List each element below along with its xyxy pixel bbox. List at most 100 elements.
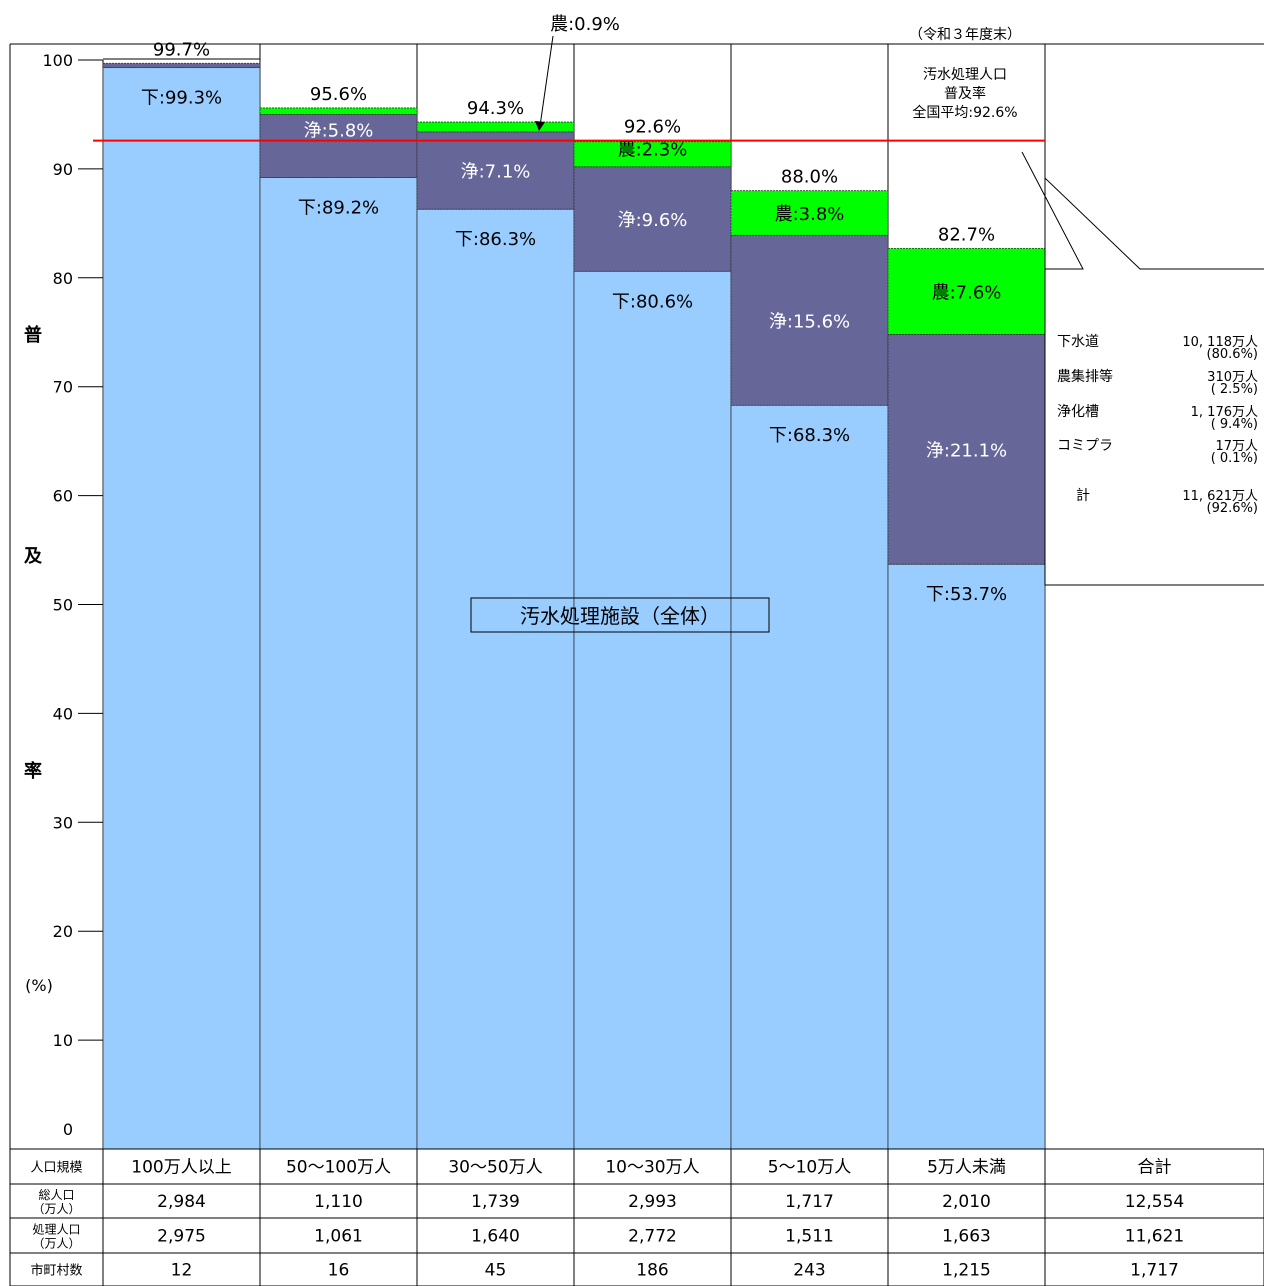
table-cell: 1,640 — [471, 1227, 520, 1247]
bar-segment — [259, 177, 418, 1150]
table-cell: 5～10万人 — [768, 1158, 851, 1178]
center-label: 汚水処理施設（全体） — [520, 604, 720, 628]
bar-total-label: 88.0% — [781, 167, 838, 188]
table-row-label-unit: （万人） — [32, 1202, 80, 1216]
summary-row-value: 17万人 — [1215, 439, 1258, 454]
bar-segment — [730, 404, 889, 1150]
bars — [102, 62, 1046, 1150]
table-cell: 2,010 — [942, 1192, 991, 1212]
y-tick-label: 100 — [42, 51, 73, 70]
segment-label: 農:2.3% — [618, 140, 688, 161]
summary-box: 下水道 10, 118万人(80.6%) 農集排等 310万人( 2.5%) 浄化槽 1,… — [1021, 151, 1264, 586]
table-cell: 2,975 — [157, 1227, 206, 1247]
table-row-label: 総人口 — [38, 1188, 74, 1202]
summary-row-pct: ( 0.1%) — [1211, 451, 1258, 466]
segment-label: 浄:5.8% — [304, 120, 374, 141]
center-label-box — [470, 597, 770, 633]
table-row-label: 処理人口 — [32, 1223, 80, 1237]
segment-label: 農:7.6% — [932, 282, 1002, 303]
bar-total-label: 92.6% — [624, 117, 681, 138]
summary-row-pct: (92.6%) — [1207, 501, 1258, 516]
y-axis-label-char: 及 — [24, 546, 43, 567]
table-cell: 1,663 — [942, 1227, 991, 1247]
y-tick-label: 50 — [53, 596, 73, 615]
summary-row-value: 10, 118万人 — [1182, 335, 1258, 350]
y-tick-label: 0 — [63, 1120, 73, 1139]
header-date-note: （令和３年度末） — [909, 27, 1021, 43]
bar-labels: 下:99.3% 99.7% 下:89.2% 浄:5.8% 95.6% 下:86.3% 浄:7… — [141, 14, 1021, 633]
table-cell: 1,717 — [785, 1192, 834, 1212]
bar-total-label: 95.6% — [310, 84, 367, 105]
y-tick-label: 10 — [53, 1031, 73, 1050]
table-cell: 50～100万人 — [286, 1158, 391, 1178]
bar-segment — [259, 114, 418, 179]
table-cell: 2,993 — [628, 1192, 677, 1212]
table-cell: 1,110 — [314, 1192, 363, 1212]
table-cell: 5万人未満 — [927, 1158, 1006, 1178]
table-cell: 12,554 — [1125, 1192, 1184, 1212]
bar-segment — [102, 67, 261, 1150]
table-row-label: 市町村数 — [30, 1263, 82, 1279]
summary-box-outline — [1044, 176, 1264, 586]
table-cell: 1,739 — [471, 1192, 520, 1212]
bar-total-label: 82.7% — [938, 224, 995, 245]
segment-label: 浄:7.1% — [461, 162, 531, 183]
bar-segment — [573, 141, 732, 168]
bar-total-label: 99.7% — [153, 39, 210, 60]
y-tick-label: 40 — [53, 704, 73, 723]
bar-segment — [416, 208, 575, 1150]
segment-label: 農:3.8% — [775, 204, 845, 225]
y-tick-label: 20 — [53, 922, 73, 941]
summary-row-name: 下水道 — [1057, 334, 1099, 350]
y-tick-label: 80 — [53, 269, 73, 288]
summary-row-value: 11, 621万人 — [1182, 489, 1258, 504]
y-tick-label: 70 — [53, 378, 73, 397]
segment-label: 下:53.7% — [926, 584, 1007, 605]
segment-label: 下:80.6% — [612, 291, 693, 312]
table-cell: 11,621 — [1125, 1227, 1184, 1247]
table-cell: 1,061 — [314, 1227, 363, 1247]
bar-segment — [102, 62, 261, 69]
table-cell: 100万人以上 — [131, 1158, 231, 1178]
bar-segment — [730, 234, 889, 406]
table-row-label-unit: （万人） — [32, 1237, 80, 1251]
segment-label: 下:86.3% — [455, 229, 536, 250]
table-cell: 2,984 — [157, 1192, 206, 1212]
table-cell: 1,215 — [942, 1261, 991, 1281]
y-axis-unit: (%) — [25, 976, 53, 995]
bar-segment — [730, 190, 889, 236]
summary-callout-pointer — [1021, 151, 1084, 270]
summary-row-name: 計 — [1076, 488, 1090, 504]
segment-label: 下:89.2% — [298, 198, 379, 219]
segment-label: 浄:21.1% — [926, 440, 1007, 461]
average-label: 汚水処理人口 — [923, 67, 1007, 83]
y-axis: 0 10 20 30 40 50 60 70 80 90 100 普及率 (%) — [24, 51, 103, 1139]
table-cell: 1,511 — [785, 1227, 834, 1247]
summary-row-value: 1, 176万人 — [1191, 405, 1258, 420]
bar-segment — [416, 131, 575, 210]
segment-label: 下:99.3% — [141, 88, 222, 109]
bar-total-label: 94.3% — [467, 98, 524, 119]
table-cell: 16 — [328, 1261, 350, 1281]
bar-segment — [573, 166, 732, 272]
segment-label: 浄:15.6% — [769, 311, 850, 332]
bar-segment — [259, 107, 418, 115]
data-table: 人口規模 100万人以上 50～100万人 30～50万人 10～30万人 5～10万人 5… — [9, 1148, 1264, 1286]
y-axis-label-char: 普 — [24, 324, 42, 346]
y-tick-label: 60 — [53, 487, 73, 506]
callout-label: 農:0.9% — [550, 14, 620, 35]
summary-row-pct: ( 2.5%) — [1211, 382, 1258, 397]
table-cell: 1,717 — [1130, 1261, 1179, 1281]
table-cell: 30～50万人 — [448, 1158, 542, 1178]
bar-segment — [416, 121, 575, 133]
summary-row-pct: (80.6%) — [1207, 347, 1258, 362]
bar-segment — [573, 270, 732, 1150]
table-cell: 10～30万人 — [605, 1158, 699, 1178]
summary-row-name: コミプラ — [1057, 438, 1113, 454]
table-cell: 12 — [171, 1261, 193, 1281]
table-cell: 合計 — [1138, 1158, 1172, 1178]
summary-row-pct: ( 9.4%) — [1211, 417, 1258, 432]
summary-row-value: 310万人 — [1207, 370, 1258, 385]
